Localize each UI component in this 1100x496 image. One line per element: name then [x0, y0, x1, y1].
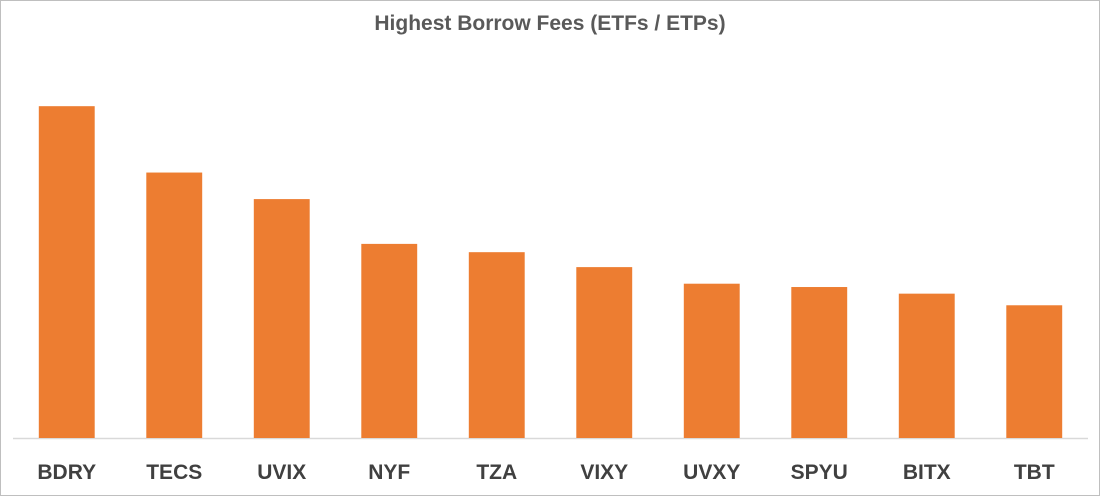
x-tick-label-spyu: SPYU: [791, 461, 848, 484]
chart-title: Highest Borrow Fees (ETFs / ETPs): [374, 12, 726, 35]
bars-group: [38, 106, 1063, 438]
bar-vixy: [576, 267, 633, 438]
bar-tecs: [146, 172, 203, 438]
tick-labels-group: BDRY TECS UVIX NYF TZA VIXY UVXY SPYU BITX TBT: [37, 461, 1054, 484]
bar-tza: [468, 252, 525, 438]
bar-bitx: [898, 293, 955, 438]
x-tick-label-tecs: TECS: [146, 461, 202, 484]
bar-spyu: [791, 287, 848, 438]
x-tick-label-uvxy: UVXY: [683, 461, 740, 484]
bar-uvix: [253, 199, 310, 438]
x-tick-label-tbt: TBT: [1014, 461, 1055, 484]
x-tick-label-tza: TZA: [476, 461, 517, 484]
x-tick-label-bitx: BITX: [903, 461, 951, 484]
x-tick-label-nyf: NYF: [368, 461, 410, 484]
bar-uvxy: [683, 283, 740, 438]
x-tick-label-vixy: VIXY: [580, 461, 628, 484]
x-tick-label-uvix: UVIX: [257, 461, 306, 484]
bar-tbt: [1006, 305, 1063, 438]
x-tick-label-bdry: BDRY: [37, 461, 96, 484]
bar-nyf: [361, 243, 418, 438]
bar-bdry: [38, 106, 95, 438]
